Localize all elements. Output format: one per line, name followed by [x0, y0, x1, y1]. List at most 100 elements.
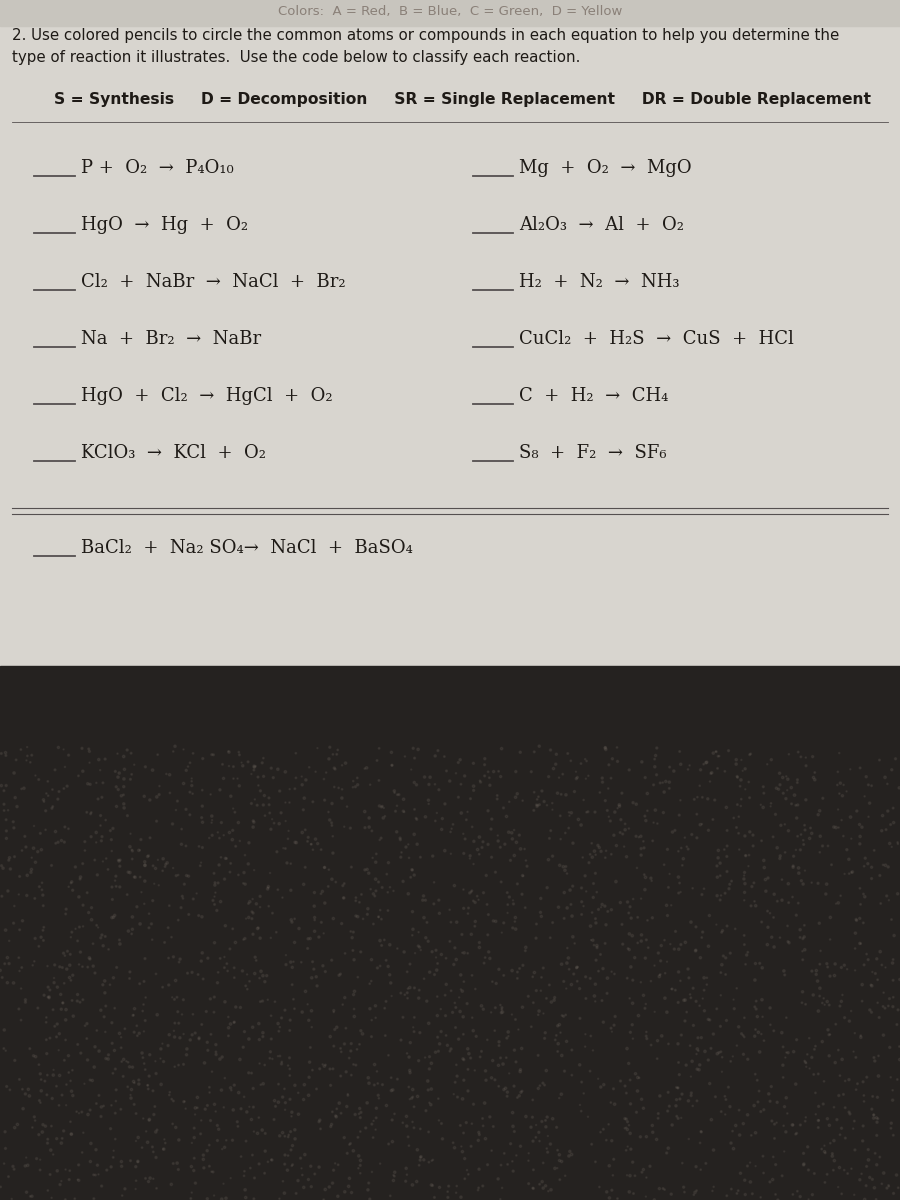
Point — [217, 826, 231, 845]
Point — [538, 1024, 553, 1043]
Point — [733, 1126, 747, 1145]
Point — [793, 928, 807, 947]
Point — [350, 775, 365, 794]
Point — [796, 1156, 811, 1175]
Point — [6, 812, 21, 832]
Point — [432, 1177, 446, 1196]
Point — [781, 1043, 796, 1062]
Point — [724, 871, 739, 890]
Point — [780, 1104, 795, 1123]
Point — [505, 823, 519, 842]
Point — [148, 859, 163, 878]
Point — [752, 1043, 767, 1062]
Point — [562, 881, 577, 900]
Point — [386, 1165, 400, 1184]
Point — [827, 966, 842, 985]
Point — [510, 968, 525, 988]
Point — [780, 769, 795, 788]
Point — [459, 1112, 473, 1132]
Point — [890, 1015, 900, 1034]
Point — [682, 756, 697, 775]
Point — [690, 1028, 705, 1048]
Point — [529, 796, 544, 815]
Point — [132, 1024, 147, 1043]
Point — [10, 797, 24, 816]
Point — [508, 762, 523, 781]
Point — [35, 874, 50, 893]
Point — [301, 828, 315, 847]
Point — [718, 883, 733, 902]
Point — [418, 890, 433, 910]
Point — [684, 988, 698, 1007]
Point — [515, 1039, 529, 1058]
Point — [72, 918, 86, 937]
Point — [832, 1158, 847, 1177]
Point — [188, 1105, 202, 1124]
Point — [460, 994, 474, 1013]
Point — [547, 988, 562, 1007]
Point — [209, 1043, 223, 1062]
Point — [25, 1118, 40, 1138]
Point — [715, 1062, 729, 1081]
Point — [478, 1129, 492, 1148]
Point — [796, 830, 810, 850]
Point — [285, 1156, 300, 1175]
Point — [467, 832, 482, 851]
Point — [43, 1165, 58, 1184]
Point — [402, 978, 417, 997]
Point — [227, 1075, 241, 1094]
Point — [71, 767, 86, 786]
Point — [388, 1163, 402, 1182]
Point — [665, 1115, 680, 1134]
Point — [456, 899, 471, 918]
Point — [83, 775, 97, 794]
Point — [238, 1181, 252, 1200]
Point — [226, 919, 240, 938]
Point — [670, 1109, 685, 1128]
Point — [452, 1030, 466, 1049]
Point — [421, 791, 436, 810]
Point — [569, 762, 583, 781]
Point — [852, 934, 867, 953]
Point — [342, 1135, 356, 1154]
Point — [172, 1014, 186, 1033]
Point — [878, 998, 892, 1018]
Point — [264, 1030, 278, 1049]
Point — [856, 1116, 870, 1135]
Point — [457, 767, 472, 786]
Point — [187, 1118, 202, 1138]
Point — [278, 1001, 293, 1020]
Point — [357, 860, 372, 880]
Point — [531, 796, 545, 815]
Point — [329, 1099, 344, 1118]
Point — [526, 1132, 540, 1151]
Point — [815, 836, 830, 856]
Point — [814, 1140, 829, 1159]
Point — [368, 996, 382, 1015]
Point — [681, 840, 696, 859]
Point — [671, 992, 686, 1012]
Point — [749, 991, 763, 1010]
Point — [634, 1127, 648, 1146]
Point — [508, 1052, 523, 1072]
Point — [237, 1087, 251, 1106]
Point — [98, 810, 112, 829]
Point — [246, 1079, 260, 1098]
Point — [32, 877, 47, 896]
Point — [560, 954, 574, 973]
Point — [456, 1007, 471, 1026]
Point — [468, 917, 482, 936]
Point — [311, 1112, 326, 1132]
Point — [64, 874, 78, 893]
Point — [574, 816, 589, 835]
Point — [737, 926, 751, 946]
Point — [50, 1162, 65, 1181]
Point — [722, 880, 736, 899]
Point — [187, 1148, 202, 1168]
Point — [340, 1085, 355, 1104]
Bar — [0, 0, 900, 666]
Point — [827, 1151, 842, 1170]
Point — [277, 1127, 292, 1146]
Point — [775, 1024, 789, 1043]
Point — [36, 1115, 50, 1134]
